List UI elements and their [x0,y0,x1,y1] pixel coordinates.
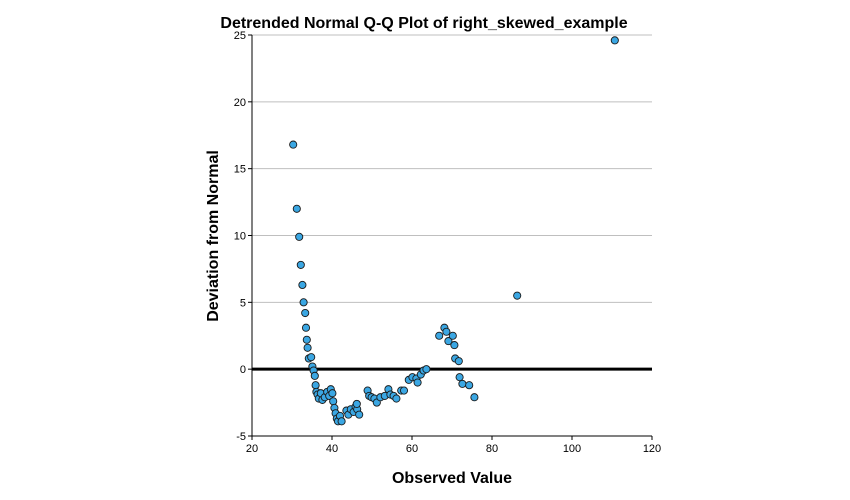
data-point [355,410,364,419]
x-axis-label: Observed Value [392,470,512,487]
data-point [455,373,464,382]
data-point [303,343,312,352]
y-tick-label: -5 [236,431,246,443]
data-point [454,357,463,366]
y-tick-label: 5 [240,297,246,309]
data-point [301,323,311,332]
chart-title: Detrended Normal Q-Q Plot of right_skewe… [220,15,627,32]
data-point [450,341,459,350]
data-point [392,394,401,403]
data-point [435,331,444,340]
data-point [292,204,301,213]
data-point [442,327,451,336]
data-point [302,335,311,344]
data-point [310,371,319,380]
data-point [298,280,307,290]
axes [248,34,653,440]
data-point [458,379,467,388]
x-tick-label: 120 [643,443,661,455]
data-point [352,399,361,408]
y-tick-label: 15 [234,164,246,176]
x-tick-label: 80 [486,443,498,455]
y-tick-label: 0 [240,364,246,376]
data-point [399,386,409,395]
data-point [329,397,338,406]
tick-labels: 20 40 60 80 100 120 -5 0 5 10 15 20 25 [234,30,661,455]
data-point [296,260,305,269]
data-point [289,140,298,149]
x-tick-label: 60 [406,443,418,455]
data-point [311,381,320,390]
data-point [307,353,316,362]
data-point [610,36,619,45]
data-point [448,331,457,340]
x-tick-label: 40 [326,443,338,455]
data-point [465,381,474,390]
data-point [295,232,304,241]
data-point [422,365,431,374]
x-tick-label: 20 [246,443,258,455]
data-point [413,378,422,387]
data-points [289,36,619,426]
data-point [299,298,308,307]
y-tick-label: 25 [234,30,246,42]
data-point [444,337,453,346]
y-tick-label: 20 [234,97,246,109]
data-point [337,417,346,426]
data-point [513,291,522,300]
data-point [470,393,479,402]
data-point [301,308,310,318]
data-point [328,389,337,398]
y-tick-label: 10 [234,231,246,243]
y-axis-label: Deviation from Normal [205,150,222,322]
x-tick-label: 100 [563,443,581,455]
